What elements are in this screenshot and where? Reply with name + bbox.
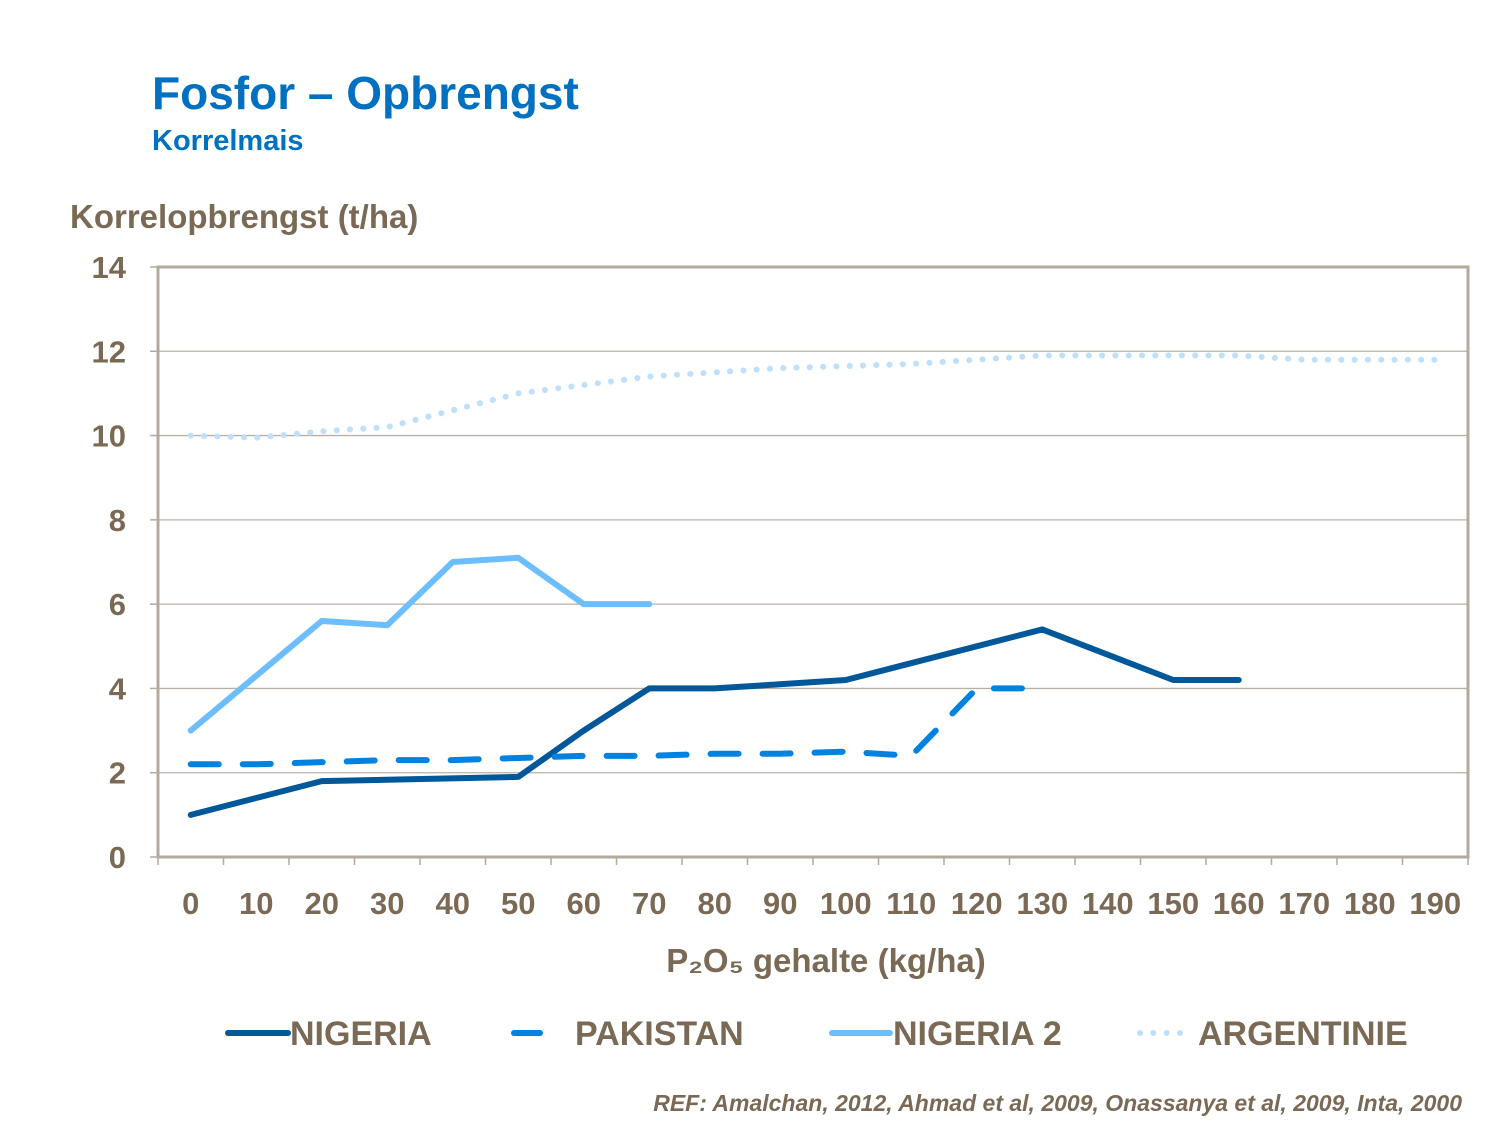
x-tick-label: 40 xyxy=(436,886,470,921)
x-tick-label: 80 xyxy=(698,886,732,921)
x-tick-label: 30 xyxy=(370,886,404,921)
x-tick-label: 190 xyxy=(1409,886,1461,921)
x-axis-title: P₂O₅ gehalte (kg/ha) xyxy=(666,942,986,979)
series-line-pakistan xyxy=(187,685,1046,768)
x-tick-label: 90 xyxy=(763,886,797,921)
series-line-nigeria xyxy=(187,626,1242,818)
x-tick-label: 100 xyxy=(820,886,872,921)
x-tick-label: 120 xyxy=(951,886,1003,921)
x-tick-label: 110 xyxy=(886,886,936,921)
y-tick-label: 12 xyxy=(92,334,126,369)
y-tick-label: 6 xyxy=(109,587,126,622)
plot-frame xyxy=(156,265,1470,859)
y-tick-label: 0 xyxy=(109,840,126,875)
y-tick-label: 2 xyxy=(109,756,126,791)
x-tick-label: 10 xyxy=(239,886,273,921)
x-tick-label: 50 xyxy=(501,886,535,921)
x-tick-label: 70 xyxy=(632,886,666,921)
y-axis-title: Korrelopbrengst (t/ha) xyxy=(70,198,418,235)
legend-label: PAKISTAN xyxy=(575,1015,744,1053)
x-tick-label: 60 xyxy=(567,886,601,921)
legend-label: NIGERIA xyxy=(290,1015,432,1053)
legend-label: ARGENTINIE xyxy=(1198,1015,1408,1053)
reference-note: REF: Amalchan, 2012, Ahmad et al, 2009, … xyxy=(653,1090,1462,1116)
x-tick-label: 170 xyxy=(1278,886,1330,921)
x-tick-label: 0 xyxy=(182,886,199,921)
x-tick-label: 180 xyxy=(1344,886,1396,921)
page-title: Fosfor – Opbrengst xyxy=(152,67,579,119)
series-line-nigeria-2 xyxy=(187,554,653,734)
x-tick-label: 160 xyxy=(1213,886,1265,921)
x-tick-label: 150 xyxy=(1147,886,1199,921)
y-tick-label: 4 xyxy=(109,671,127,706)
y-tick-label: 10 xyxy=(92,419,126,454)
x-tick-label: 20 xyxy=(305,886,339,921)
page-subtitle: Korrelmais xyxy=(152,125,304,157)
y-tick-label: 8 xyxy=(109,503,126,538)
series-line-argentinie xyxy=(187,352,1439,441)
x-tick-label: 140 xyxy=(1082,886,1134,921)
x-tick-label: 130 xyxy=(1016,886,1068,921)
y-tick-label: 14 xyxy=(92,250,127,285)
legend-label: NIGERIA 2 xyxy=(893,1015,1062,1053)
